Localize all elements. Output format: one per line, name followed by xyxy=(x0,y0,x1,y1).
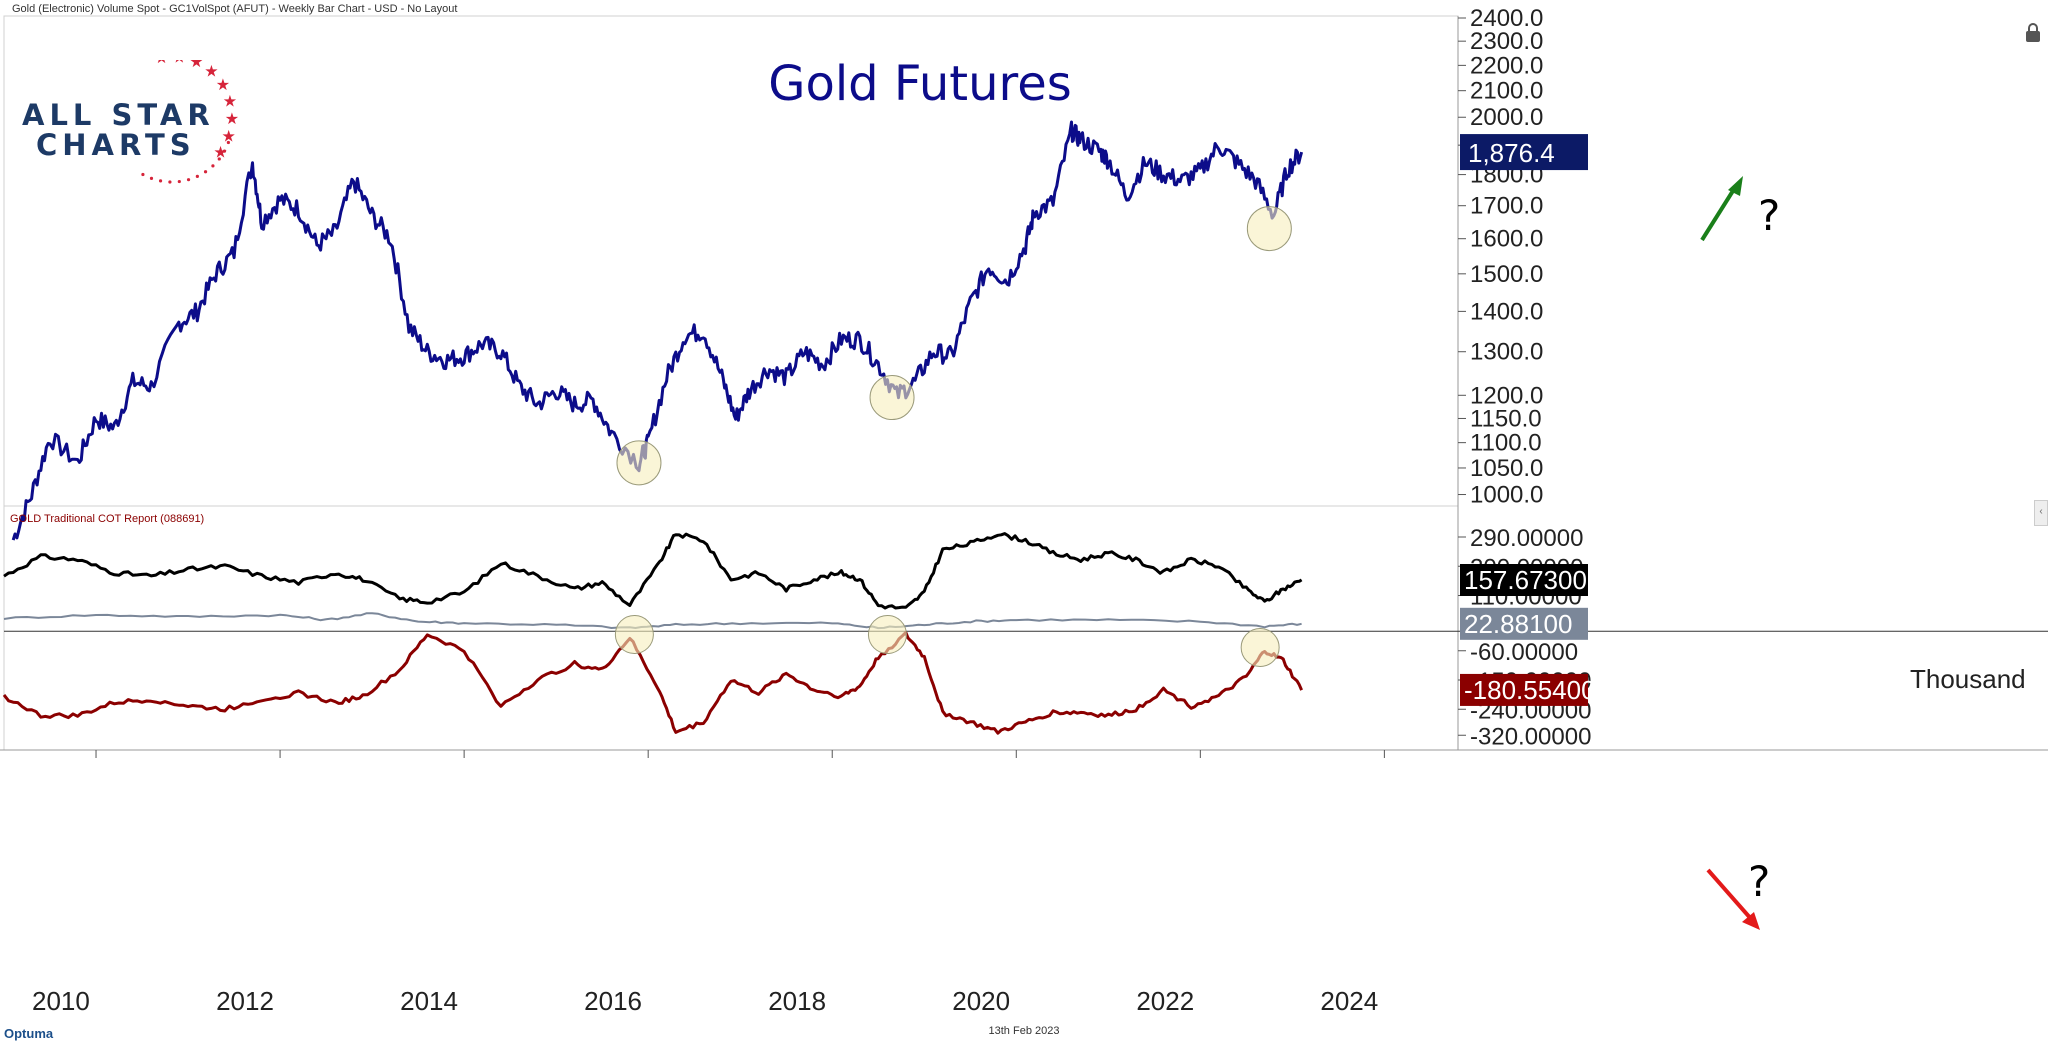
logo-dot xyxy=(211,164,215,168)
x-tick-label: 2022 xyxy=(1136,986,1194,1016)
logo-dot xyxy=(141,172,145,177)
logo-dot xyxy=(195,174,199,178)
commercial-series xyxy=(2,631,1303,735)
cot-y-tick-label: -60.00000 xyxy=(1470,639,1578,666)
chart-title: Gold Futures xyxy=(768,56,1072,112)
x-tick-label: 2018 xyxy=(768,986,826,1016)
price-y-tick-label: 1400.0 xyxy=(1470,298,1543,325)
logo-dot xyxy=(158,179,163,183)
red-arrowhead-icon xyxy=(1742,912,1760,930)
lock-icon[interactable] xyxy=(2024,22,2042,44)
cot-extreme-highlight xyxy=(867,615,907,654)
gold-price-series xyxy=(11,120,1304,541)
x-tick-label: 2012 xyxy=(216,986,274,1016)
logo-dot xyxy=(217,157,221,161)
optuma-brand: Optuma xyxy=(4,1026,54,1041)
star-icon: ★ xyxy=(225,109,239,128)
logo-dot xyxy=(177,179,181,184)
cot-unit-label: Thousand xyxy=(1910,664,2026,694)
logo-dot xyxy=(149,176,154,180)
star-icon: ★ xyxy=(213,142,227,161)
x-tick-label: 2010 xyxy=(32,986,90,1016)
cot-pane xyxy=(3,505,1459,751)
cot-last-value-tag xyxy=(1460,673,1588,706)
cot-extreme-highlight xyxy=(614,615,654,654)
price-low-highlight xyxy=(1246,206,1292,252)
collapse-panel-button[interactable]: ‹ xyxy=(2034,500,2048,526)
x-tick-label: 2020 xyxy=(952,986,1010,1016)
cot-title: GOLD Traditional COT Report (088691) xyxy=(10,513,204,525)
price-y-tick-label: 2200.0 xyxy=(1470,52,1543,79)
star-icon: ★ xyxy=(216,75,230,94)
price-y-tick-label: 1050.0 xyxy=(1470,455,1543,482)
x-tick-label: 2016 xyxy=(584,986,642,1016)
green-arrow-icon xyxy=(1700,184,1738,242)
logo-line2: CHARTS xyxy=(36,128,196,162)
cot-extreme-highlight xyxy=(1240,628,1280,667)
optuma-logo: Optuma xyxy=(4,1026,53,1041)
logo-dot xyxy=(168,180,172,184)
price-last-value: 1,876.4 xyxy=(1468,138,1555,168)
cot-y-tick-label: -320.00000 xyxy=(1470,723,1591,750)
star-icon: ★ xyxy=(172,60,186,66)
logo-dot xyxy=(186,178,191,182)
nonreportable-series xyxy=(3,612,1302,630)
price-y-tick-label: 1300.0 xyxy=(1470,339,1543,366)
star-icon: ★ xyxy=(204,62,218,81)
price-y-tick-label: 2100.0 xyxy=(1470,78,1543,105)
cot-last-value: 157.67300 xyxy=(1464,565,1587,595)
logo-dot xyxy=(222,149,227,153)
star-icon: ★ xyxy=(189,60,203,71)
price-y-tick-label: 1700.0 xyxy=(1470,193,1543,220)
chart-header: Gold (Electronic) Volume Spot - GC1VolSp… xyxy=(12,3,458,15)
price-y-tick-label: 2300.0 xyxy=(1470,28,1543,55)
price-y-tick-label: 1600.0 xyxy=(1470,226,1543,253)
price-y-tick-label: 1150.0 xyxy=(1470,405,1542,432)
star-icon: ★ xyxy=(222,127,236,146)
allstarcharts-logo: ★★★★★★★★★ ALL STAR CHARTS xyxy=(22,60,252,190)
price-y-tick-label: 2400.0 xyxy=(1470,5,1543,32)
red-arrow-icon xyxy=(1706,868,1754,922)
star-icon: ★ xyxy=(223,91,237,110)
price-y-tick-label: 1500.0 xyxy=(1470,261,1543,288)
logo-stars: ★★★★★★★★★ xyxy=(141,60,239,184)
noncommercial-series xyxy=(3,532,1303,610)
price-last-value-tag xyxy=(1460,134,1588,171)
x-tick-label: 2024 xyxy=(1320,986,1378,1016)
price-question-mark: ? xyxy=(1758,191,1780,240)
cot-question-mark: ? xyxy=(1748,857,1770,906)
cot-last-value-tag xyxy=(1460,564,1588,597)
footer-date: 13th Feb 2023 xyxy=(988,1025,1060,1037)
cot-last-value-tag xyxy=(1460,607,1588,640)
x-tick-label: 2014 xyxy=(400,986,458,1016)
price-low-highlight xyxy=(869,375,915,421)
price-y-tick-label: 1200.0 xyxy=(1470,382,1543,409)
price-y-tick-label: 1000.0 xyxy=(1470,482,1543,509)
logo-dot xyxy=(203,170,208,174)
logo-dot xyxy=(226,140,230,145)
cot-last-value: 22.88100 xyxy=(1464,609,1572,639)
price-y-tick-label: 1100.0 xyxy=(1470,430,1542,457)
cot-last-value: -180.55400 xyxy=(1464,675,1596,705)
price-low-highlight xyxy=(616,440,662,486)
green-arrowhead-icon xyxy=(1728,176,1743,196)
price-y-tick-label: 2000.0 xyxy=(1470,104,1543,131)
logo-line1: ALL STAR xyxy=(22,98,215,132)
star-icon: ★ xyxy=(154,60,168,67)
cot-y-tick-label: 290.00000 xyxy=(1470,525,1583,552)
